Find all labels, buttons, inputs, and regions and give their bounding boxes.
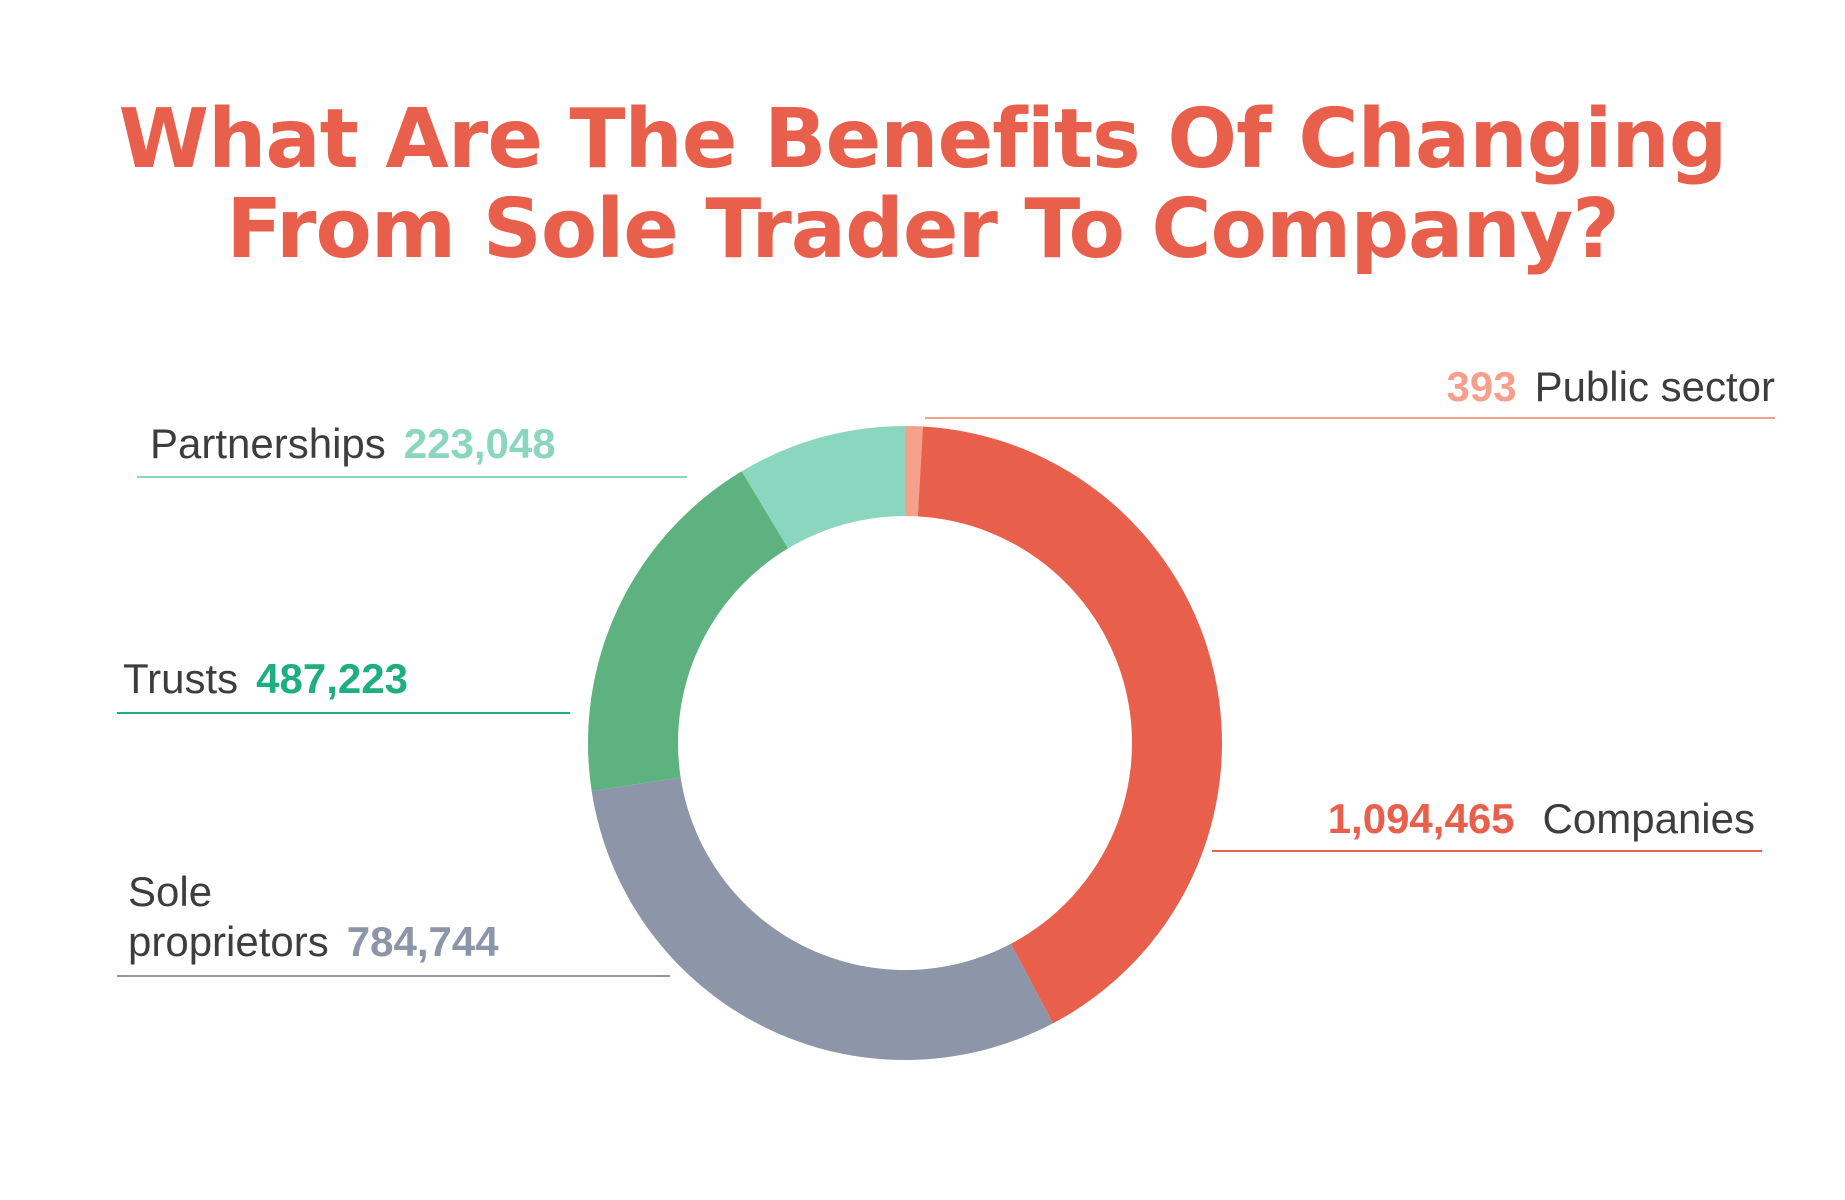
slice-partnerships — [741, 426, 905, 549]
slice-companies — [917, 426, 1223, 1024]
label-companies: 1,094,465 Companies — [1212, 795, 1762, 852]
label-public-sector: 393 Public sector — [925, 363, 1775, 419]
name-sole-proprietors-line-1: Sole — [128, 868, 212, 915]
label-partnerships: Partnerships 223,048 — [137, 420, 687, 478]
slice-public-sector — [905, 426, 923, 517]
chart-title: What Are The Benefits Of Changing From S… — [0, 95, 1845, 275]
value-companies: 1,094,465 — [1328, 795, 1515, 842]
title-line-1: What Are The Benefits Of Changing — [118, 92, 1728, 187]
name-companies: Companies — [1543, 795, 1755, 842]
donut-slices — [587, 426, 1223, 1060]
slice-sole-proprietors — [591, 777, 1053, 1060]
name-partnerships: Partnerships — [150, 420, 386, 467]
title-line-2: From Sole Trader To Company? — [226, 182, 1620, 277]
label-sole-proprietors: Sole proprietors 784,744 — [117, 868, 670, 977]
name-sole-proprietors-line-2: proprietors — [128, 918, 329, 965]
value-public-sector: 393 — [1446, 363, 1516, 410]
name-trusts: Trusts — [123, 655, 238, 702]
value-trusts: 487,223 — [256, 655, 408, 702]
slice-trusts — [587, 471, 789, 792]
value-partnerships: 223,048 — [404, 420, 556, 467]
label-trusts: Trusts 487,223 — [117, 655, 570, 714]
name-public-sector: Public sector — [1535, 363, 1775, 410]
value-sole-proprietors: 784,744 — [347, 918, 499, 965]
